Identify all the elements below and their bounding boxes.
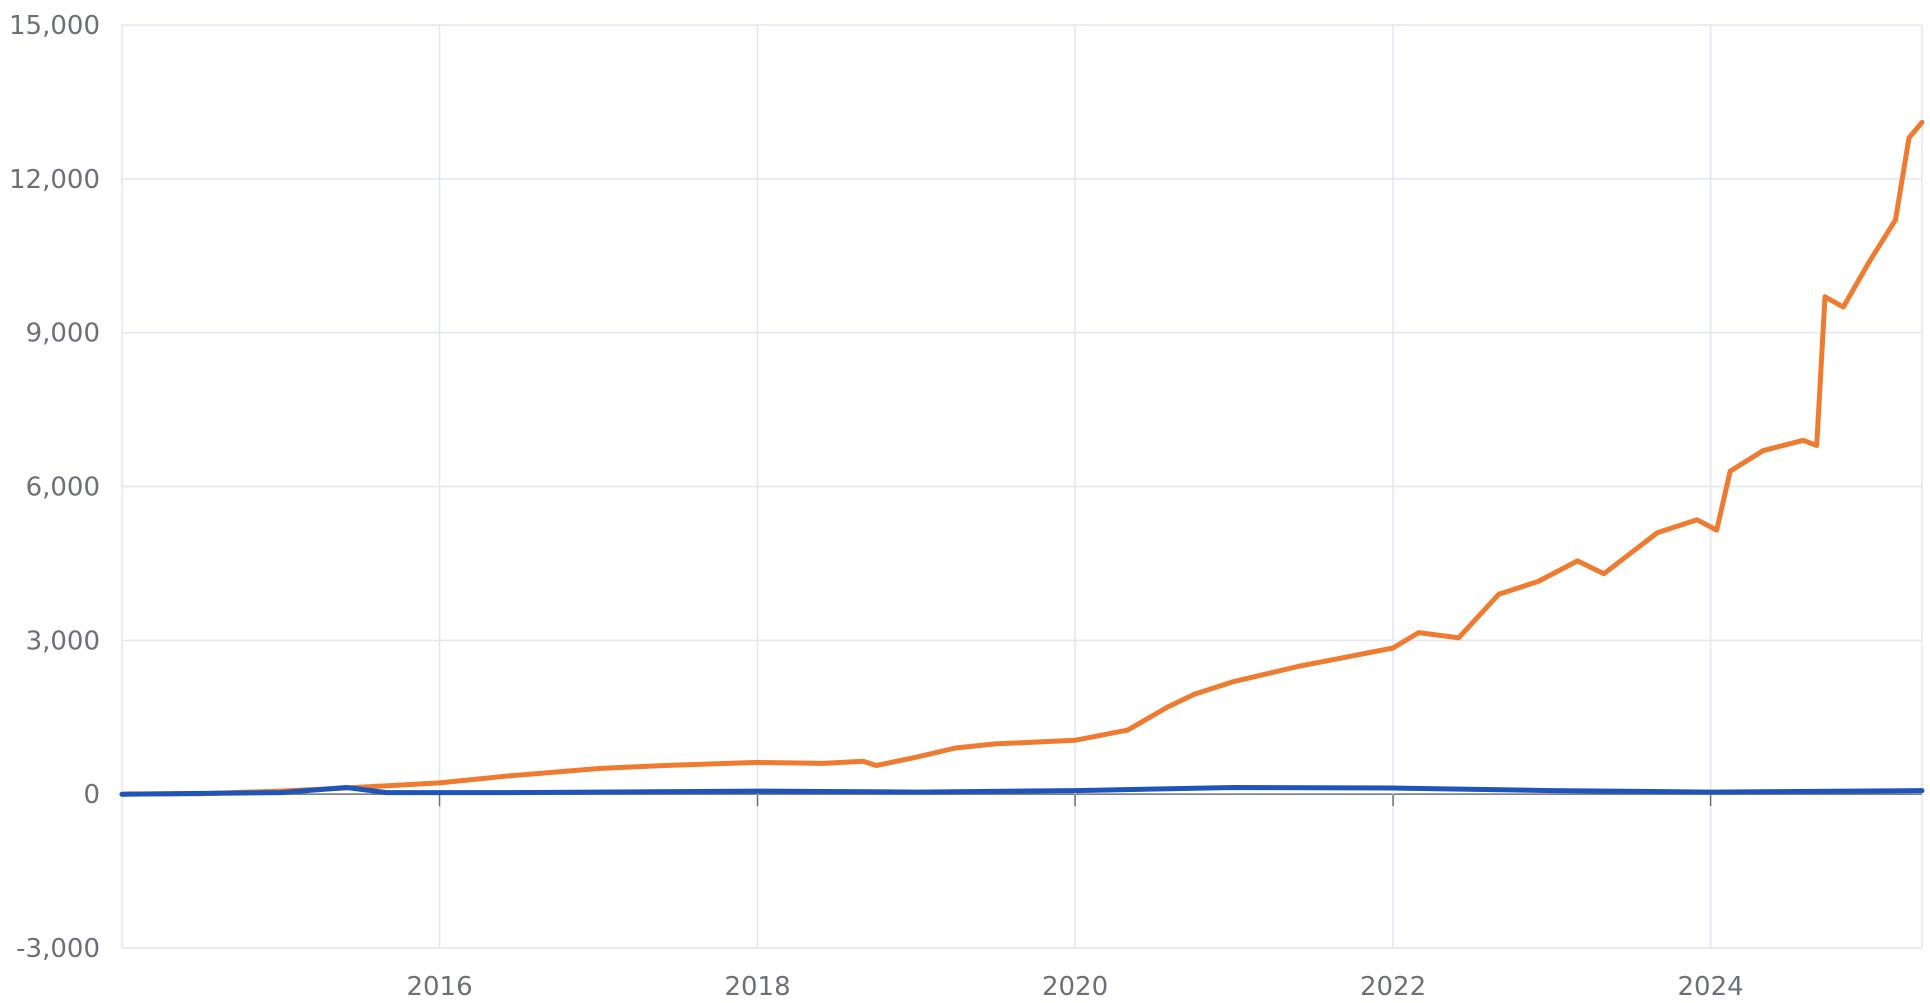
series-line-1: [119, 119, 1925, 797]
y-tick-label: 9,000: [26, 319, 100, 349]
x-tick-label: 2020: [1042, 972, 1108, 1002]
grid-layer: [121, 24, 1923, 949]
x-tick-label: 2024: [1678, 972, 1744, 1002]
y-tick-label: 15,000: [9, 11, 100, 41]
y-tick-label: 3,000: [26, 626, 100, 656]
series-line-2: [119, 785, 1925, 797]
y-tick-label: 0: [83, 780, 100, 810]
y-tick-label: 12,000: [9, 165, 100, 195]
x-tick-label: 2018: [724, 972, 790, 1002]
x-tick-label: 2022: [1360, 972, 1426, 1002]
y-tick-label: 6,000: [26, 473, 100, 503]
series-layer: [119, 119, 1925, 797]
axis-layer: -3,000 0 3,000 6,000 9,000 12,000 15,000 2016 20…: [9, 11, 1744, 1002]
y-tick-label: -3,000: [16, 934, 100, 964]
x-tick-label: 2016: [406, 972, 472, 1002]
